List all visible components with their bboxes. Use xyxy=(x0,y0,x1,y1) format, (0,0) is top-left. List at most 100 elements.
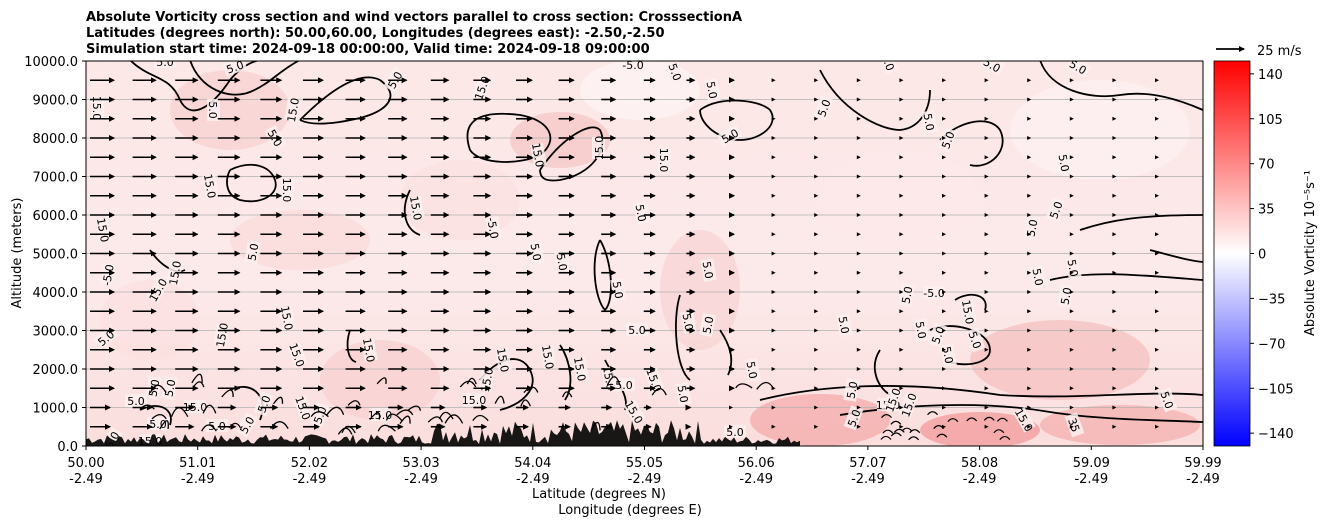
contour-label: 5.0 xyxy=(1047,200,1065,221)
wind-vector xyxy=(814,116,819,121)
colorbar-tick-label: −140 xyxy=(1258,427,1294,442)
wind-vector xyxy=(856,347,861,352)
y-tick-label: 1000.0 xyxy=(33,402,79,417)
wind-vector xyxy=(1069,424,1074,429)
contour-label-bg xyxy=(166,260,183,285)
contour-line xyxy=(759,385,1203,401)
wind-vector xyxy=(1027,386,1032,391)
terrain-contour xyxy=(151,414,167,420)
wind-vector xyxy=(771,193,776,198)
contour-label: 5.0 xyxy=(913,320,929,339)
y-tick-label: 4000.0 xyxy=(33,286,79,301)
colorbar-tick-label: 105 xyxy=(1258,113,1283,128)
contour-label-bg xyxy=(530,142,547,167)
wind-vector xyxy=(942,97,946,102)
x-tick-label-lon: -2.49 xyxy=(69,472,103,487)
wind-vector xyxy=(856,309,861,314)
wind-vector xyxy=(899,213,904,217)
contour-label-bg xyxy=(1013,406,1036,433)
x-tick-label-lon: -2.49 xyxy=(1186,472,1220,487)
wind-vector xyxy=(1069,97,1074,102)
terrain-contour xyxy=(606,376,621,386)
contour-label: 5.0 xyxy=(1157,390,1175,411)
wind-vector xyxy=(814,193,819,198)
wind-vector xyxy=(771,136,776,140)
contour-label: 5.0 xyxy=(149,418,167,431)
terrain-contour xyxy=(459,380,477,388)
contour-label-bg xyxy=(95,217,112,242)
wind-vector xyxy=(1069,193,1074,198)
wind-vector xyxy=(942,155,946,160)
title-line-2: Latitudes (degrees north): 50.00,60.00, … xyxy=(86,26,665,41)
wind-vector xyxy=(899,193,904,198)
wind-vector xyxy=(1155,213,1159,217)
terrain-contour xyxy=(927,411,939,416)
terrain-contour xyxy=(310,411,329,418)
wind-vector xyxy=(984,386,989,391)
x-tick-label-lon: -2.49 xyxy=(404,472,438,487)
y-tick-label: 8000.0 xyxy=(33,132,79,147)
contour-label-bg xyxy=(279,305,296,330)
wind-vector xyxy=(984,116,989,121)
contour-label: 15.0 xyxy=(593,136,606,161)
wind-vector xyxy=(899,309,904,314)
terrain-contour xyxy=(909,429,921,434)
contour-label: 15.0 xyxy=(539,344,556,370)
y-tick-label: 10000.0 xyxy=(24,55,78,70)
terrain-fill xyxy=(86,420,800,446)
y-tick-label: 7000.0 xyxy=(33,171,79,186)
wind-vector xyxy=(771,116,776,121)
contour-line xyxy=(1079,214,1203,231)
wind-vector xyxy=(942,174,946,179)
wind-vector xyxy=(1027,309,1032,314)
wind-vector xyxy=(1155,270,1159,275)
contour-label-bg xyxy=(937,127,958,153)
wind-vector xyxy=(814,213,819,217)
wind-vector xyxy=(771,232,776,237)
wind-vector xyxy=(1027,328,1032,333)
contour-label-bg xyxy=(125,394,147,407)
wind-vector xyxy=(984,193,989,198)
wind-vector xyxy=(1027,270,1032,275)
terrain-contour xyxy=(651,387,667,396)
terrain-contour xyxy=(523,386,539,393)
wind-vector xyxy=(1027,97,1032,102)
title-line-3: Simulation start time: 2024-09-18 00:00:… xyxy=(86,42,650,57)
terrain-contour xyxy=(202,404,217,414)
terrain-contour xyxy=(438,411,454,420)
wind-vector xyxy=(899,328,904,333)
contour-label: 5.0 xyxy=(628,324,646,337)
contour-label-bg xyxy=(665,61,686,85)
contour-label-bg xyxy=(554,249,571,274)
wind-vector xyxy=(1155,405,1159,410)
contour-label-bg xyxy=(222,61,248,77)
colorbar-tick-label: −70 xyxy=(1258,337,1285,352)
wind-vector xyxy=(771,309,776,314)
x-tick-label-lat: 53.03 xyxy=(402,456,439,471)
contour-label: 5.0 xyxy=(878,52,896,73)
contour-label-bg xyxy=(633,200,650,225)
contour-label: 15.0 xyxy=(360,337,377,363)
wind-vector xyxy=(899,155,904,160)
wind-vector xyxy=(814,290,819,294)
contour-label: 5.0 xyxy=(1065,258,1081,277)
wind-vector xyxy=(814,309,819,314)
wind-vector xyxy=(1112,424,1117,429)
wind-vector xyxy=(1112,193,1117,198)
wind-vector xyxy=(899,290,904,294)
wind-vector xyxy=(942,251,946,256)
terrain-contour xyxy=(139,404,155,410)
terrain-contour xyxy=(273,396,284,405)
quiver-key-label: 25 m/s xyxy=(1257,44,1302,59)
wind-vector xyxy=(771,213,776,217)
contour-label: 5.0 xyxy=(836,315,852,334)
wind-vector xyxy=(942,347,946,352)
contour-label: 5.0 xyxy=(744,360,760,379)
x-tick-label-lat: 59.09 xyxy=(1073,456,1110,471)
wind-vector xyxy=(1112,367,1117,371)
contour-label-bg xyxy=(1045,197,1066,223)
contour-label: 15.0 xyxy=(285,97,302,123)
terrain-contour xyxy=(966,417,978,422)
contour-line xyxy=(299,76,392,125)
